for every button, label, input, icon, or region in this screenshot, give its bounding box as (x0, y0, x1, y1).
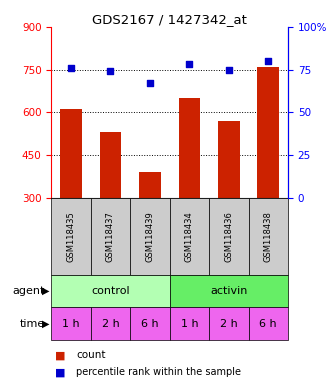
Text: count: count (76, 350, 106, 360)
Bar (91, 198, 130, 275)
Text: 1 h: 1 h (180, 318, 198, 329)
Text: time: time (20, 318, 45, 329)
Bar (249, 198, 288, 275)
Text: GSM118435: GSM118435 (67, 211, 75, 262)
Bar (60, 109, 82, 198)
Text: 2 h: 2 h (220, 318, 238, 329)
Text: ■: ■ (55, 367, 65, 377)
Bar (249, 307, 288, 340)
Text: activin: activin (210, 286, 248, 296)
Point (226, 66, 231, 73)
Text: GSM118439: GSM118439 (145, 211, 155, 262)
Text: ▶: ▶ (42, 286, 50, 296)
Point (187, 61, 192, 68)
Text: agent: agent (12, 286, 45, 296)
Bar (130, 198, 169, 275)
Text: 2 h: 2 h (102, 318, 119, 329)
Point (265, 58, 271, 64)
Bar (209, 307, 249, 340)
Bar (51, 198, 91, 275)
Text: 6 h: 6 h (141, 318, 159, 329)
Text: control: control (91, 286, 130, 296)
Point (147, 80, 153, 86)
Bar (169, 275, 288, 307)
Bar (91, 307, 130, 340)
Bar (100, 132, 121, 198)
Bar (169, 198, 209, 275)
Text: GSM118438: GSM118438 (264, 211, 273, 262)
Bar (130, 307, 169, 340)
Text: 6 h: 6 h (260, 318, 277, 329)
Bar (169, 307, 209, 340)
Text: GSM118437: GSM118437 (106, 211, 115, 262)
Bar (258, 67, 279, 198)
Point (108, 68, 113, 74)
Point (69, 65, 74, 71)
Bar (209, 198, 249, 275)
Bar (218, 121, 240, 198)
Bar (51, 307, 91, 340)
Text: 1 h: 1 h (62, 318, 80, 329)
Bar (139, 172, 161, 198)
Bar (178, 98, 200, 198)
Text: GSM118434: GSM118434 (185, 211, 194, 262)
Text: percentile rank within the sample: percentile rank within the sample (76, 367, 241, 377)
Text: ▶: ▶ (42, 318, 50, 329)
Text: GSM118436: GSM118436 (224, 211, 233, 262)
Title: GDS2167 / 1427342_at: GDS2167 / 1427342_at (92, 13, 247, 26)
Bar (51, 275, 169, 307)
Text: ■: ■ (55, 350, 65, 360)
